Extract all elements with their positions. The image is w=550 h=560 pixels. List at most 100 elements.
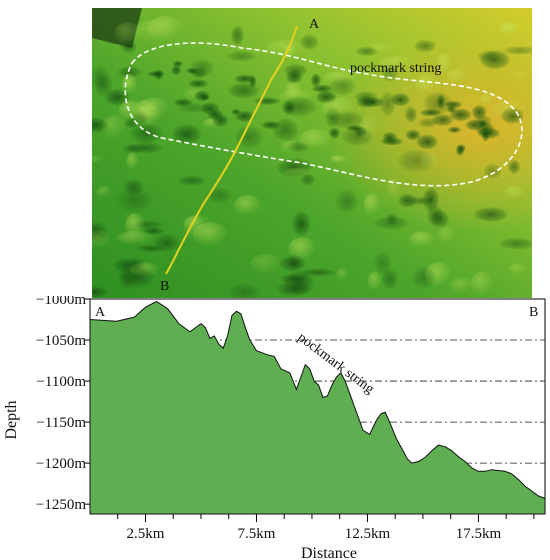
relief-bump: [116, 230, 155, 246]
pockmark-depression: [419, 108, 443, 117]
relief-bump: [233, 125, 265, 149]
pockmark-outline: [124, 42, 523, 187]
pockmark-depression: [234, 110, 256, 123]
relief-bump: [291, 210, 312, 237]
pockmark-depression: [390, 92, 411, 107]
relief-bump: [373, 251, 392, 275]
relief-bump: [92, 230, 112, 251]
relief-bump: [415, 74, 438, 95]
relief-bump: [411, 265, 437, 290]
relief-bump: [114, 22, 142, 46]
relief-bump: [437, 226, 457, 244]
pockmark-depression: [310, 73, 322, 88]
x-tick-label: 2.5km: [127, 526, 165, 542]
relief-bump: [252, 97, 282, 106]
relief-bump: [479, 49, 511, 70]
relief-bump: [92, 286, 109, 298]
relief-bump: [134, 19, 168, 44]
profile-line-ab: [165, 25, 298, 275]
x-tick-label: 12.5km: [345, 526, 391, 542]
y-axis: −1000m −1050m −1100m −1150m −1200m −1250m: [36, 296, 90, 513]
relief-bump: [508, 263, 528, 275]
relief-bump: [92, 155, 105, 164]
relief-bump: [367, 271, 383, 292]
relief-bump: [288, 237, 317, 262]
relief-bump: [230, 24, 245, 47]
relief-bump: [504, 185, 526, 200]
pockmark-depression: [345, 124, 364, 132]
relief-bump: [93, 72, 114, 98]
pockmark-depression: [328, 127, 341, 140]
y-tick-label: −1050m: [36, 333, 86, 349]
relief-bump: [470, 271, 494, 297]
relief-bump: [502, 45, 532, 55]
y-tick-label: −1250m: [36, 497, 86, 513]
pockmark-depression: [200, 94, 210, 101]
relief-bump: [499, 21, 521, 36]
profile-label-b: B: [529, 305, 538, 320]
pockmark-depression: [436, 93, 446, 110]
relief-bump: [387, 177, 401, 200]
relief-bump: [329, 110, 366, 129]
x-axis: 2.5km 7.5km 12.5km 17.5km: [117, 514, 535, 542]
pockmark-depression: [171, 64, 182, 76]
depth-profile-area: [89, 300, 546, 515]
y-tick-label: −1100m: [36, 374, 86, 390]
profile-label-a: A: [95, 305, 106, 320]
relief-bump: [409, 231, 436, 248]
depth-profile-chart: −1000m −1050m −1100m −1150m −1200m −1250m 2.5…: [3, 296, 546, 560]
pockmark-depression: [446, 105, 457, 114]
seafloor-texture: [92, 15, 532, 298]
relief-bump: [507, 159, 521, 175]
relief-bump: [513, 71, 529, 81]
relief-bump: [491, 100, 529, 120]
pockmark-depression: [173, 98, 193, 107]
pockmark-depression: [361, 96, 385, 108]
relief-bump: [271, 117, 299, 142]
relief-bump: [227, 282, 262, 298]
relief-bump: [114, 187, 154, 213]
pockmark-depression: [282, 100, 297, 115]
relief-bump: [372, 215, 410, 231]
relief-bump: [422, 186, 440, 213]
relief-bump: [121, 144, 144, 154]
pockmark-depression: [405, 129, 422, 141]
pockmark-depression: [261, 120, 281, 130]
map-label-a: A: [309, 17, 320, 32]
relief-bump: [122, 74, 138, 96]
pockmark-depression: [481, 127, 490, 142]
relief-bump: [234, 194, 263, 217]
relief-bump: [116, 65, 143, 79]
relief-bump: [135, 244, 167, 253]
pockmark-depression: [153, 68, 164, 81]
relief-bump: [363, 193, 381, 216]
y-tick-label: −1200m: [36, 456, 86, 472]
relief-bump: [450, 277, 474, 295]
relief-bump: [413, 39, 437, 53]
pockmark-depression: [447, 126, 462, 134]
map-pockmark-label: pockmark string: [350, 61, 441, 76]
relief-bump: [226, 50, 258, 62]
relief-bump: [126, 152, 140, 171]
pockmark-depression: [211, 113, 230, 128]
relief-bump: [336, 267, 350, 282]
relief-bump: [404, 105, 418, 123]
relief-bump: [279, 273, 310, 284]
pockmark-depression: [233, 74, 256, 84]
relief-bump: [138, 97, 169, 119]
pockmark-depression: [187, 79, 209, 88]
pockmark-depression: [464, 119, 485, 131]
relief-bump: [177, 175, 207, 186]
pockmark-depression: [315, 90, 338, 104]
relief-bump: [171, 123, 203, 145]
relief-bump: [396, 148, 436, 173]
x-tick-label: 17.5km: [456, 526, 502, 542]
map-label-b: B: [160, 279, 169, 294]
pockmark-depression: [471, 104, 488, 120]
relief-bump: [436, 52, 452, 76]
relief-bump: [128, 122, 165, 145]
relief-bump: [118, 265, 156, 289]
pockmark-depression: [415, 134, 439, 150]
y-axis-label: Depth: [3, 400, 20, 439]
x-tick-label: 7.5km: [238, 526, 276, 542]
